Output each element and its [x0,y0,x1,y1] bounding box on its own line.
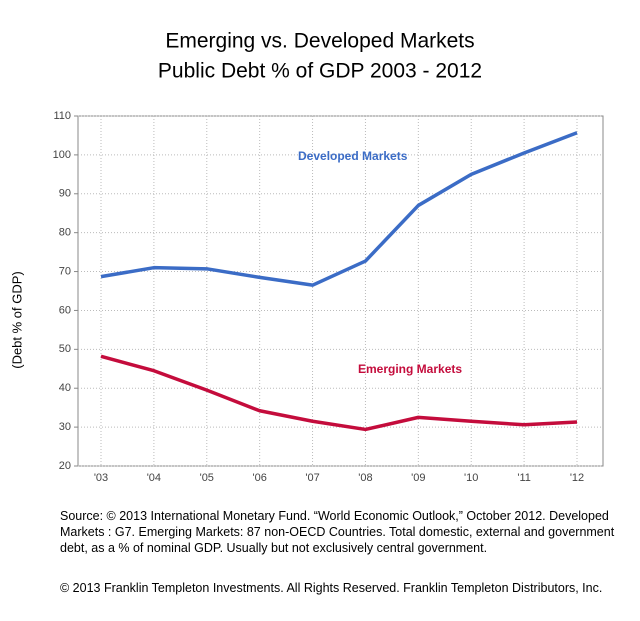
y-tick-label: 80 [59,227,71,239]
y-tick-label: 60 [59,304,71,316]
source-note: Source: © 2013 International Monetary Fu… [60,509,615,555]
y-tick-label: 40 [59,382,71,394]
data-line [100,354,578,432]
x-tick-label: '08 [358,472,372,484]
plot-area [77,115,604,467]
y-tick-label: 90 [59,188,71,200]
y-tick-label: 50 [59,343,71,355]
y-axis-label: (Debt % of GDP) [9,271,24,369]
y-tick-label: 100 [53,149,71,161]
copyright: © 2013 Franklin Templeton Investments. A… [60,581,603,595]
chart-subtitle: Public Debt % of GDP 2003 - 2012 [158,60,482,83]
data-line [100,131,578,287]
y-tick-label: 20 [59,460,71,472]
x-tick-label: '06 [252,472,266,484]
y-tick-label: 110 [53,110,71,122]
series-label: Emerging Markets [358,362,462,376]
x-tick-label: '11 [517,472,531,484]
x-tick-label: '10 [464,472,478,484]
y-tick-label: 30 [59,421,71,433]
x-tick-label: '09 [411,472,425,484]
x-tick-label: '05 [200,472,214,484]
chart-title: Emerging vs. Developed Markets [165,30,474,53]
x-tick-label: '03 [94,472,108,484]
x-tick-label: '07 [305,472,319,484]
x-tick-label: '04 [147,472,161,484]
x-tick-label: '12 [570,472,584,484]
y-tick-label: 70 [59,265,71,277]
series-label: Developed Markets [298,149,408,163]
